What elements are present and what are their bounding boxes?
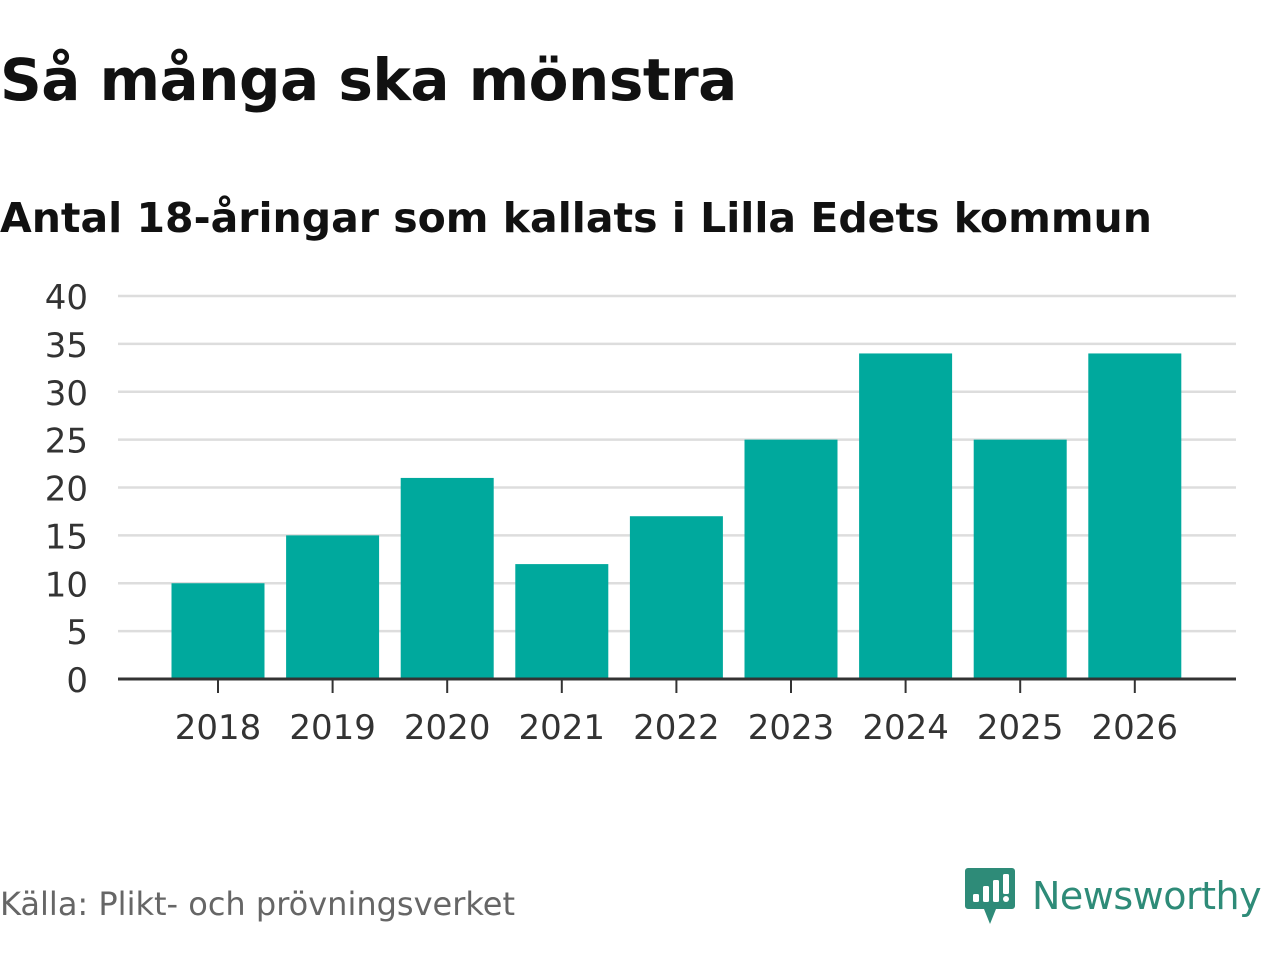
y-tick-label: 25 xyxy=(45,422,88,462)
x-tick-label: 2019 xyxy=(289,708,376,748)
y-tick-label: 20 xyxy=(45,470,88,510)
x-tick-label: 2023 xyxy=(748,708,835,748)
brand-name: Newsworthy xyxy=(1032,874,1262,918)
x-tick-label: 2018 xyxy=(175,708,262,748)
x-axis: 2018 2019 2020 2021 2022 2023 2024 2025 2026 xyxy=(118,677,1236,748)
source-note: Källa: Plikt- och prövningsverket xyxy=(0,885,515,923)
bar-2019 xyxy=(286,535,380,679)
newsworthy-logo-icon xyxy=(965,868,1015,924)
x-tick-label: 2022 xyxy=(633,708,720,748)
chart-subtitle: Antal 18-åringar som kallats i Lilla Ede… xyxy=(0,194,1152,242)
y-tick-label: 35 xyxy=(45,326,88,366)
bar-2020 xyxy=(400,477,494,679)
bar-2023 xyxy=(744,439,838,679)
bar-2026 xyxy=(1088,353,1182,679)
brand-logo: Newsworthy xyxy=(964,866,1262,926)
bar-2025 xyxy=(973,439,1067,679)
x-tick-label: 2026 xyxy=(1092,708,1179,748)
chart-title: Så många ska mönstra xyxy=(0,46,737,114)
y-tick-label: 30 xyxy=(45,374,88,414)
y-axis-ticks: 0 5 10 15 20 25 30 35 40 xyxy=(45,278,88,701)
bar-2024 xyxy=(859,353,953,679)
y-tick-label: 5 xyxy=(66,613,88,653)
y-tick-label: 40 xyxy=(45,278,88,318)
x-tick-label: 2024 xyxy=(862,708,949,748)
y-tick-label: 15 xyxy=(45,517,88,557)
x-tick-label: 2021 xyxy=(519,708,606,748)
y-tick-label: 10 xyxy=(45,565,88,605)
bars xyxy=(171,353,1182,679)
bar-2018 xyxy=(171,583,265,679)
y-tick-label: 0 xyxy=(66,661,88,701)
bar-2021 xyxy=(515,564,609,679)
x-tick-label: 2025 xyxy=(977,708,1064,748)
x-tick-label: 2020 xyxy=(404,708,491,748)
bar-2022 xyxy=(629,516,723,679)
